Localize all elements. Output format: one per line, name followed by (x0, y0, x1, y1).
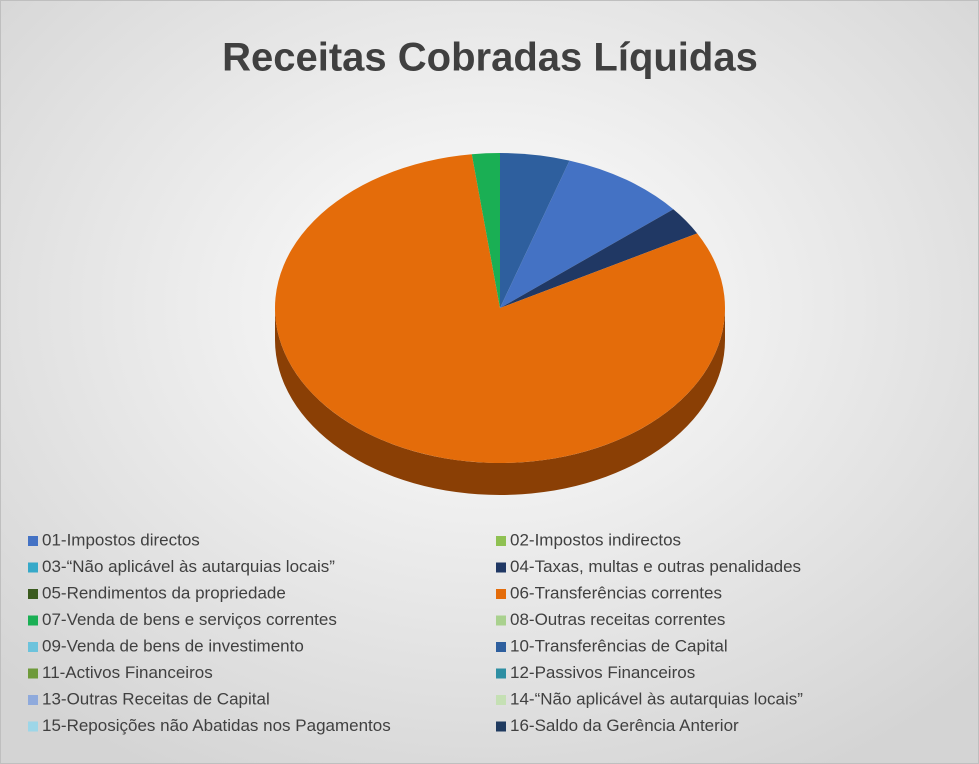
pie-slice (500, 209, 698, 308)
legend-label: 01-Impostos directos (42, 530, 200, 549)
legend-label: 05-Rendimentos da propriedade (42, 583, 286, 602)
legend-swatch (28, 562, 38, 573)
pie-slice (500, 153, 570, 308)
legend-swatch (496, 642, 506, 652)
legend-label: 13-Outras Receitas de Capital (42, 689, 270, 708)
chart-title: Receitas Cobradas Líquidas (222, 36, 758, 80)
pie-slice (471, 153, 500, 308)
legend-label: 14-“Não aplicável às autarquias locais” (510, 689, 803, 708)
pie-side (275, 308, 725, 495)
legend-swatch (496, 589, 506, 599)
legend-swatch (28, 721, 38, 732)
legend-label: 16-Saldo da Gerência Anterior (510, 716, 739, 735)
pie-side-band (275, 308, 725, 495)
legend-label: 11-Activos Financeiros (42, 663, 213, 682)
pie (275, 153, 725, 463)
legend-swatch (496, 615, 506, 626)
legend: 01-Impostos directos 02-Impostos indirect… (28, 530, 803, 735)
legend-swatch (28, 642, 38, 652)
legend-swatch (28, 589, 38, 599)
legend-label: 02-Impostos indirectos (510, 530, 681, 549)
legend-label: 15-Reposições não Abatidas nos Pagamento… (42, 716, 391, 735)
legend-swatch (496, 721, 506, 732)
legend-swatch (28, 615, 38, 626)
legend-swatch (496, 536, 506, 546)
legend-swatch (496, 562, 506, 573)
legend-label: 03-“Não aplicável às autarquias locais” (42, 557, 335, 576)
legend-swatch (496, 695, 506, 705)
legend-label: 12-Passivos Financeiros (510, 663, 695, 682)
legend-label: 10-Transferências de Capital (510, 636, 728, 655)
legend-swatch (496, 668, 506, 679)
legend-label: 08-Outras receitas correntes (510, 610, 725, 629)
legend-swatch (28, 668, 38, 679)
pie-slice (500, 160, 674, 308)
legend-swatch (28, 695, 38, 705)
legend-label: 09-Venda de bens de investimento (42, 636, 304, 655)
legend-label: 06-Transferências correntes (510, 583, 722, 602)
pie-slice (275, 154, 725, 463)
legend-label: 07-Venda de bens e serviços correntes (42, 610, 337, 629)
legend-swatch (28, 536, 38, 546)
legend-label: 04-Taxas, multas e outras penalidades (510, 557, 801, 576)
pie-slice (500, 160, 570, 308)
